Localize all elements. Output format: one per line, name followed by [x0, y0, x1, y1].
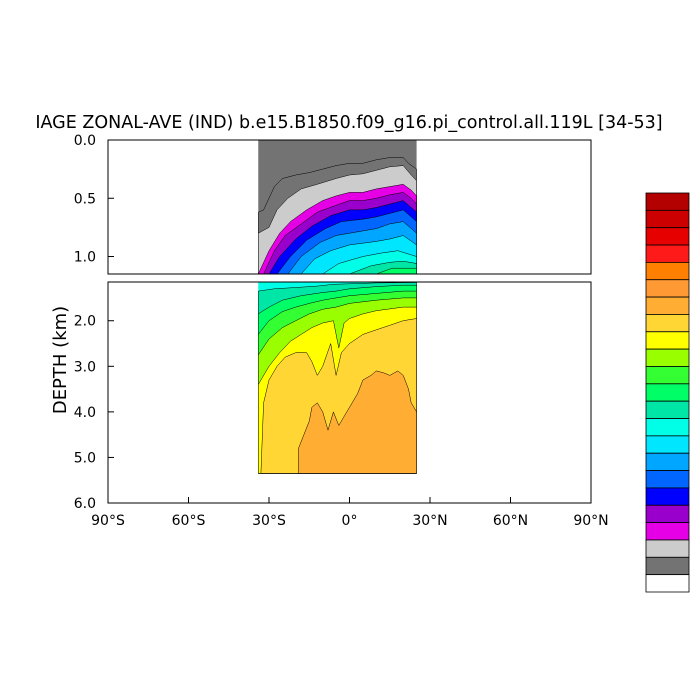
x-axis: 90°S 60°S 30°S 0° 30°N 60°N 90°N	[91, 497, 609, 529]
x-tick-label: 60°N	[493, 513, 528, 529]
contour-band-upper-11	[376, 267, 417, 274]
contour-band-lower-16	[298, 370, 417, 474]
x-tick-label: 0°	[342, 513, 358, 529]
colorbar-swatch	[645, 209, 690, 229]
colorbar-swatch	[645, 227, 690, 246]
colorbar-swatch	[645, 383, 690, 402]
x-tick-label: 60°S	[172, 513, 206, 529]
colorbar-swatch	[645, 331, 690, 350]
y-lower-tick-label: 3.0	[74, 359, 96, 375]
colorbar-swatch	[645, 487, 690, 506]
upper-panel-frame	[107, 139, 592, 275]
y-upper-tick-label: 0.5	[74, 191, 96, 207]
y-lower-tick-label: 5.0	[74, 450, 96, 466]
x-tick-label: 90°N	[573, 513, 608, 529]
y-lower-tick-label: 2.0	[74, 314, 96, 330]
colorbar-swatch	[645, 400, 690, 419]
colorbar	[645, 192, 690, 593]
y-lower-tick-label: 6.0	[74, 496, 96, 512]
colorbar-swatch	[645, 192, 690, 211]
y-upper-tick-label: 0.0	[74, 133, 96, 149]
colorbar-swatch	[645, 504, 690, 524]
x-tick-label: 90°S	[91, 513, 125, 529]
colorbar-swatch	[645, 244, 690, 263]
colorbar-swatch	[645, 296, 690, 315]
y-axis-lower: 2.0 3.0 4.0 5.0 6.0	[74, 314, 114, 512]
y-axis-upper: 0.0 0.5 1.0	[74, 133, 114, 266]
colorbar-swatch	[645, 539, 690, 558]
colorbar-swatch	[645, 452, 690, 471]
x-tick-label: 30°N	[412, 513, 447, 529]
colorbar-swatch	[645, 261, 690, 281]
colorbar-swatch	[645, 522, 690, 541]
colorbar-swatch	[645, 574, 690, 593]
lower-panel-field	[258, 282, 417, 474]
colorbar-swatch	[645, 279, 690, 298]
colorbar-swatch	[645, 435, 690, 454]
colorbar-swatch	[645, 314, 690, 333]
y-upper-tick-label: 1.0	[74, 250, 96, 266]
y-axis-label: DEPTH (km)	[50, 306, 71, 414]
colorbar-swatch	[645, 470, 690, 489]
colorbar-swatch	[645, 366, 690, 385]
x-tick-label: 30°S	[252, 513, 286, 529]
colorbar-swatch	[645, 556, 690, 576]
colorbar-swatch	[645, 348, 690, 367]
upper-panel-field	[258, 140, 417, 274]
chart-title: IAGE ZONAL-AVE (IND) b.e15.B1850.f09_g16…	[35, 113, 662, 133]
y-lower-tick-label: 4.0	[74, 405, 96, 421]
colorbar-swatch	[645, 418, 690, 437]
